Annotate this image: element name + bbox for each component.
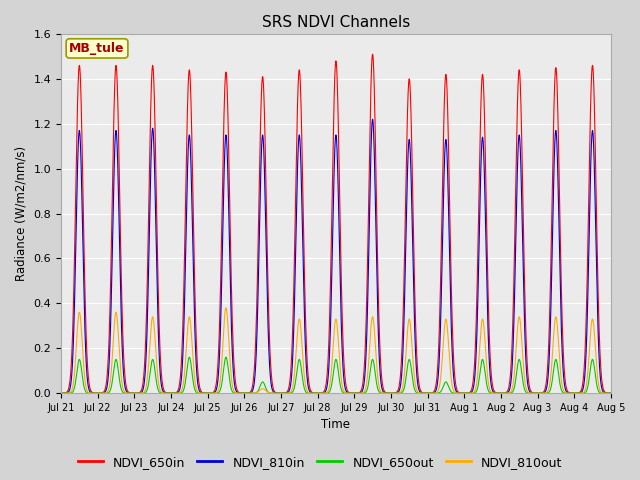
Title: SRS NDVI Channels: SRS NDVI Channels [262,15,410,30]
Text: MB_tule: MB_tule [69,42,125,55]
Legend: NDVI_650in, NDVI_810in, NDVI_650out, NDVI_810out: NDVI_650in, NDVI_810in, NDVI_650out, NDV… [72,451,568,474]
X-axis label: Time: Time [321,419,351,432]
Y-axis label: Radiance (W/m2/nm/s): Radiance (W/m2/nm/s) [15,146,28,281]
